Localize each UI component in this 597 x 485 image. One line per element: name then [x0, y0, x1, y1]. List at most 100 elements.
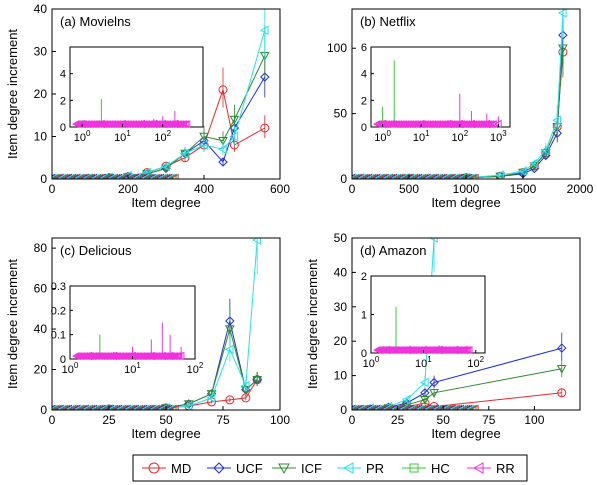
y-tick-label-1: 10 — [34, 130, 48, 144]
y-tick-label-4: 40 — [334, 265, 348, 279]
x-tick-label-2: 1000 — [453, 182, 480, 196]
y-tick-label-0: 0 — [340, 403, 347, 417]
x-tick-label-1: 25 — [102, 413, 116, 427]
inset-band-marker — [462, 346, 470, 354]
inset-ytick-label-2: 0.2 — [51, 305, 66, 317]
data-point-ICF — [224, 325, 235, 335]
legend-box — [132, 454, 528, 482]
baseline-marker — [468, 404, 477, 410]
y-tick-label-2: 20 — [334, 334, 348, 348]
data-point-ICF — [252, 375, 263, 385]
data-point-UCF — [557, 343, 567, 353]
x-tick-label-0: 0 — [49, 182, 56, 196]
data-point-PR — [495, 170, 504, 179]
x-tick-label-2: 50 — [159, 413, 173, 427]
data-point-PR — [557, 9, 567, 18]
y-tick-label-4: 80 — [34, 241, 48, 255]
data-point-ICF — [229, 115, 240, 125]
data-point-PR — [198, 140, 208, 150]
inset-xtick-label-1: 101 — [415, 355, 432, 370]
y-tick-label-2: 40 — [34, 322, 48, 336]
legend-marker-ICF — [278, 463, 290, 475]
x-tick-label-4: 2000 — [567, 182, 594, 196]
data-point-PR — [217, 144, 227, 155]
x-axis-label: Item degree — [431, 195, 500, 210]
panel-title: (c) Delicious — [60, 243, 132, 258]
inset-ytick-label-2: 2 — [361, 271, 367, 283]
inset-xtick-label-0: 100 — [363, 355, 380, 370]
x-tick-label-2: 400 — [194, 182, 214, 196]
inset-ytick-label-3: 6 — [361, 42, 367, 54]
data-point-PR — [240, 380, 250, 391]
data-point-MD — [260, 123, 270, 133]
baseline-marker — [170, 173, 179, 179]
y-tick-label-3: 30 — [34, 45, 48, 59]
data-point-PR — [206, 393, 216, 403]
series-line-UCF — [352, 347, 562, 410]
data-point-MD — [557, 388, 567, 398]
data-point-PR — [183, 401, 193, 410]
y-tick-label-4: 40 — [34, 2, 48, 16]
data-point-UCF — [260, 72, 270, 82]
inset-band-marker — [486, 120, 494, 128]
y-tick-label-3: 30 — [334, 300, 348, 314]
data-point-PR — [179, 148, 189, 159]
inset-ytick-label-2: 4 — [60, 69, 66, 81]
y-tick-label-0: 0 — [40, 403, 47, 417]
baseline-marker — [168, 404, 177, 410]
inset-band-marker — [181, 120, 189, 128]
inset-band-marker — [173, 352, 181, 360]
inset-band-marker — [172, 352, 180, 360]
x-axis-label: Item degree — [131, 426, 200, 441]
x-tick-label-4: 100 — [270, 413, 290, 427]
x-tick-label-0: 0 — [49, 413, 56, 427]
baseline-marker — [470, 173, 479, 179]
data-point-ICF — [429, 389, 439, 398]
baseline-marker — [470, 404, 479, 410]
inset-panel: 0 1 2 100 101 102 — [361, 271, 486, 370]
legend-marker-PR — [342, 462, 354, 474]
x-tick-label-3: 75 — [216, 413, 230, 427]
legend-label-PR: PR — [366, 461, 384, 476]
baseline-marker — [166, 173, 175, 179]
x-tick-label-3: 600 — [270, 182, 290, 196]
inset-ytick-label-0: 0 — [60, 354, 66, 366]
data-point-PR — [552, 115, 561, 126]
x-tick-label-1: 25 — [391, 413, 405, 427]
data-point-PR — [160, 161, 170, 172]
legend-label-UCF: UCF — [236, 461, 263, 476]
inset-ytick-label-1: 2 — [361, 95, 367, 107]
inset-xtick-label-1: 101 — [114, 129, 131, 144]
inset-band-marker — [488, 120, 496, 128]
inset-ytick-label-0: 0 — [361, 348, 367, 360]
inset-band-marker — [464, 346, 472, 354]
y-tick-label-1: 20 — [34, 363, 48, 377]
inset-band-marker — [461, 346, 469, 354]
data-point-UCF — [218, 157, 228, 167]
y-tick-label-1: 50 — [334, 107, 348, 121]
inset-xtick-label-2: 102 — [467, 355, 484, 370]
data-point-PR — [224, 344, 234, 355]
y-axis-label: Item degree increment — [305, 259, 320, 389]
legend-label-MD: MD — [171, 461, 191, 476]
data-point-PR — [229, 131, 239, 142]
inset-ytick-label-1: 2 — [60, 95, 66, 107]
inset-xtick-label-1: 101 — [124, 361, 141, 376]
baseline-marker — [166, 404, 175, 410]
data-point-MD — [225, 395, 235, 405]
inset-xtick-label-0: 100 — [74, 129, 91, 144]
x-axis-label: Item degree — [431, 426, 500, 441]
inset-frame — [69, 46, 204, 128]
x-axis-label: Item degree — [131, 195, 200, 210]
inset-xtick-label-0: 100 — [374, 129, 391, 144]
data-point-ICF — [218, 137, 228, 146]
inset-ytick-label-3: 0.3 — [51, 281, 66, 293]
inset-xtick-label-1: 101 — [413, 129, 430, 144]
x-tick-label-0: 0 — [349, 182, 356, 196]
inset-ytick-label-1: 1 — [361, 310, 367, 322]
data-point-MD — [218, 85, 228, 95]
baseline-marker — [468, 173, 477, 179]
